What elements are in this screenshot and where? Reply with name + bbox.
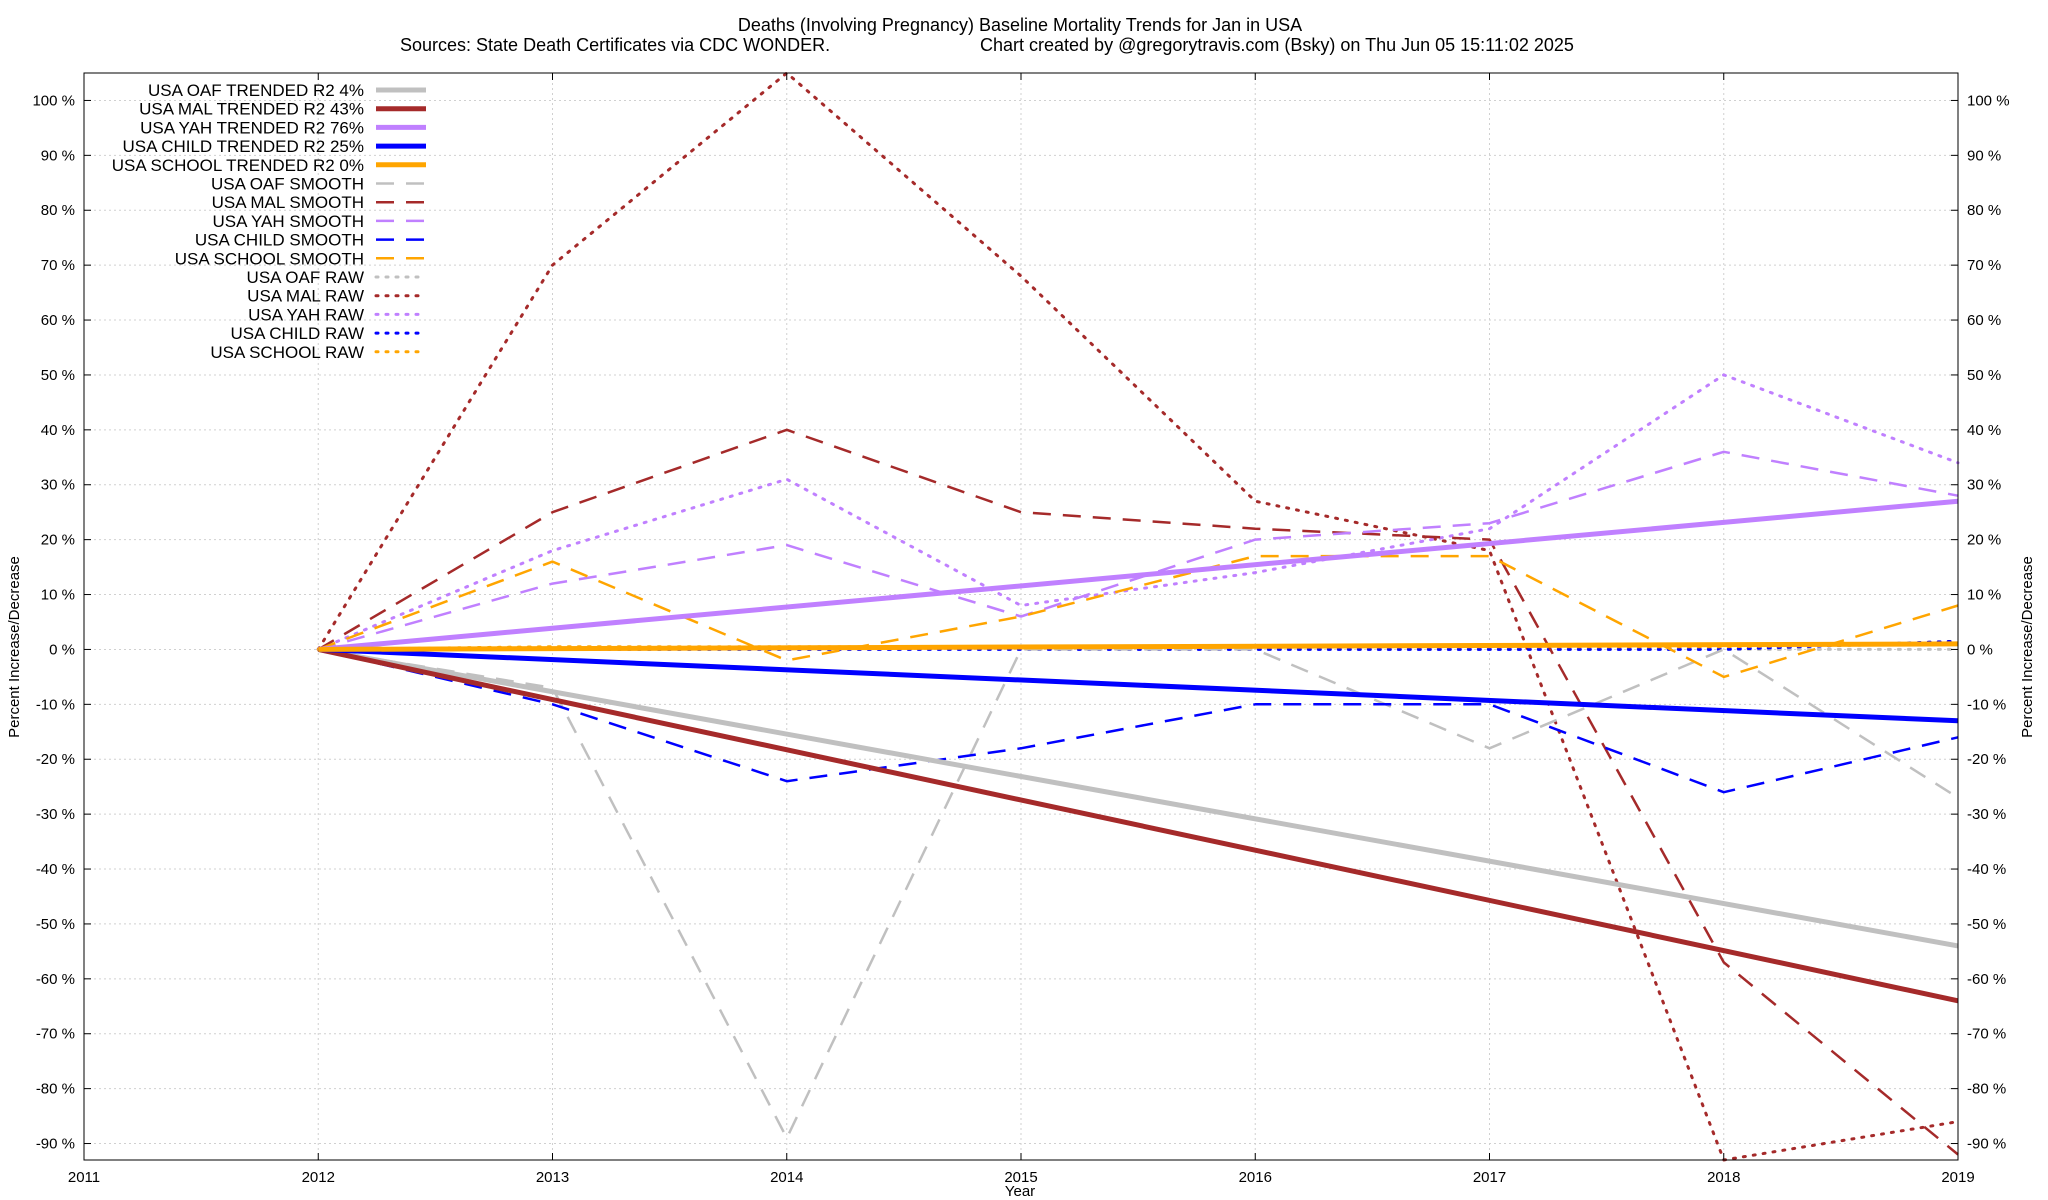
y-tick-label-left: -10 % [36,696,75,713]
x-tick-label: 2011 [68,1169,100,1186]
y-axis-label-left: Percent Increase/Decrease [6,556,23,738]
legend-label: USA SCHOOL SMOOTH [175,249,364,268]
series-line-usa-child-smooth [318,648,1959,794]
legend-label: USA MAL RAW [247,287,364,306]
chart-title-sources: Sources: State Death Certificates via CD… [400,35,830,55]
legend-label: USA OAF TRENDED R2 4% [148,81,364,100]
legend-label: USA YAH RAW [248,305,364,324]
y-tick-label-left: 20 % [41,532,75,549]
series-layer [316,71,1960,1162]
y-tick-label-right: -70 % [1967,1026,2006,1043]
x-tick-label: 2015 [1004,1169,1037,1186]
ticks-layer: 2011 2012 2013 2014 2015 2016 2017 2018 2019 100 … [32,73,2010,1186]
y-tick-label-right: -50 % [1967,916,2006,933]
y-tick-label-right: -10 % [1967,696,2006,713]
series-line-usa-yah-smooth [317,450,1959,651]
legend-label: USA MAL TRENDED R2 43% [139,100,364,119]
y-tick-label-left: 50 % [41,367,75,384]
y-tick-label-right: 60 % [1967,312,2001,329]
y-tick-label-left: -20 % [36,751,75,768]
legend-label: USA YAH SMOOTH [213,212,364,231]
series-line-usa-oaf-trended-r2-4 [317,646,1959,949]
y-tick-label-left: 100 % [32,92,75,109]
y-tick-label-right: 40 % [1967,422,2001,439]
legend-label: USA MAL SMOOTH [212,193,364,212]
legend-label: USA OAF RAW [247,268,364,287]
y-tick-label-right: 70 % [1967,257,2001,274]
y-tick-label-right: 80 % [1967,202,2001,219]
y-tick-label-right: 10 % [1967,587,2001,604]
legend: USA OAF TRENDED R2 4%USA MAL TRENDED R2 … [112,81,428,362]
legend-label: USA SCHOOL TRENDED R2 0% [112,156,364,175]
y-tick-label-left: -70 % [36,1026,75,1043]
series-line-usa-oaf-smooth [318,648,1959,1140]
y-tick-label-left: -30 % [36,806,75,823]
y-tick-label-left: -60 % [36,971,75,988]
y-tick-label-right: 20 % [1967,532,2001,549]
y-tick-label-left: -50 % [36,916,75,933]
chart-title-line1: Deaths (Involving Pregnancy) Baseline Mo… [738,15,1302,35]
y-tick-label-right: 50 % [1967,367,2001,384]
x-tick-label: 2012 [302,1169,335,1186]
y-tick-label-right: -20 % [1967,751,2006,768]
series-line-usa-mal-trended-r2-43 [317,646,1959,1004]
legend-label: USA YAH TRENDED R2 76% [140,118,364,137]
legend-label: USA CHILD RAW [230,324,364,343]
x-tick-label: 2018 [1707,1169,1740,1186]
x-tick-label: 2019 [1941,1169,1974,1186]
y-axis-label-right: Percent Increase/Decrease [2019,556,2036,738]
legend-label: USA CHILD SMOOTH [195,231,364,250]
y-tick-label-right: -30 % [1967,806,2006,823]
legend-label: USA SCHOOL RAW [210,343,364,362]
legend-label: USA CHILD TRENDED R2 25% [122,137,364,156]
x-axis-label: Year [1005,1183,1035,1200]
series-line-usa-mal-raw [316,71,1960,1162]
y-tick-label-left: 30 % [41,477,75,494]
y-tick-label-right: 0 % [1967,641,1993,658]
x-tick-label: 2013 [536,1169,569,1186]
y-tick-label-left: 0 % [49,641,75,658]
chart-title-credit: Chart created by @gregorytravis.com (Bsk… [980,35,1574,55]
y-tick-label-right: -40 % [1967,861,2006,878]
series-line-usa-yah-raw [316,373,1960,651]
y-tick-label-left: 40 % [41,422,75,439]
y-tick-label-left: 70 % [41,257,75,274]
x-tick-label: 2016 [1239,1169,1272,1186]
y-tick-label-left: 10 % [41,587,75,604]
y-tick-label-right: 90 % [1967,147,2001,164]
series-line-usa-yah-trended-r2-76 [318,498,1959,652]
legend-label: USA OAF SMOOTH [211,175,364,194]
y-tick-label-left: 80 % [41,202,75,219]
series-line-usa-mal-smooth [317,428,1959,1156]
x-tick-label: 2017 [1473,1169,1506,1186]
y-tick-label-left: -40 % [36,861,75,878]
series-line-usa-school-trended-r2-0 [318,641,1959,652]
y-tick-label-right: 30 % [1967,477,2001,494]
y-tick-label-right: 100 % [1967,92,2010,109]
x-tick-label: 2014 [770,1169,803,1186]
series-line-usa-child-trended-r2-25 [318,646,1959,724]
y-tick-label-left: 90 % [41,147,75,164]
y-tick-label-right: -80 % [1967,1081,2006,1098]
y-tick-label-right: -60 % [1967,971,2006,988]
y-tick-label-left: 60 % [41,312,75,329]
y-tick-label-left: -90 % [36,1136,75,1153]
y-tick-label-right: -90 % [1967,1136,2006,1153]
y-tick-label-left: -80 % [36,1081,75,1098]
